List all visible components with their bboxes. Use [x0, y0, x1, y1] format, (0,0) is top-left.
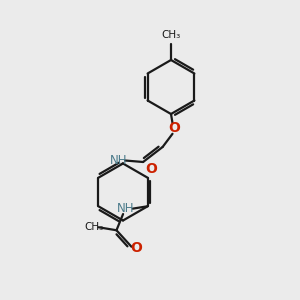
Text: O: O: [130, 241, 142, 255]
Text: CH₃: CH₃: [84, 222, 104, 232]
Text: CH₃: CH₃: [161, 30, 181, 40]
Text: O: O: [168, 122, 180, 135]
Text: NH: NH: [117, 202, 135, 215]
Text: NH: NH: [110, 154, 128, 167]
Text: O: O: [146, 162, 158, 176]
